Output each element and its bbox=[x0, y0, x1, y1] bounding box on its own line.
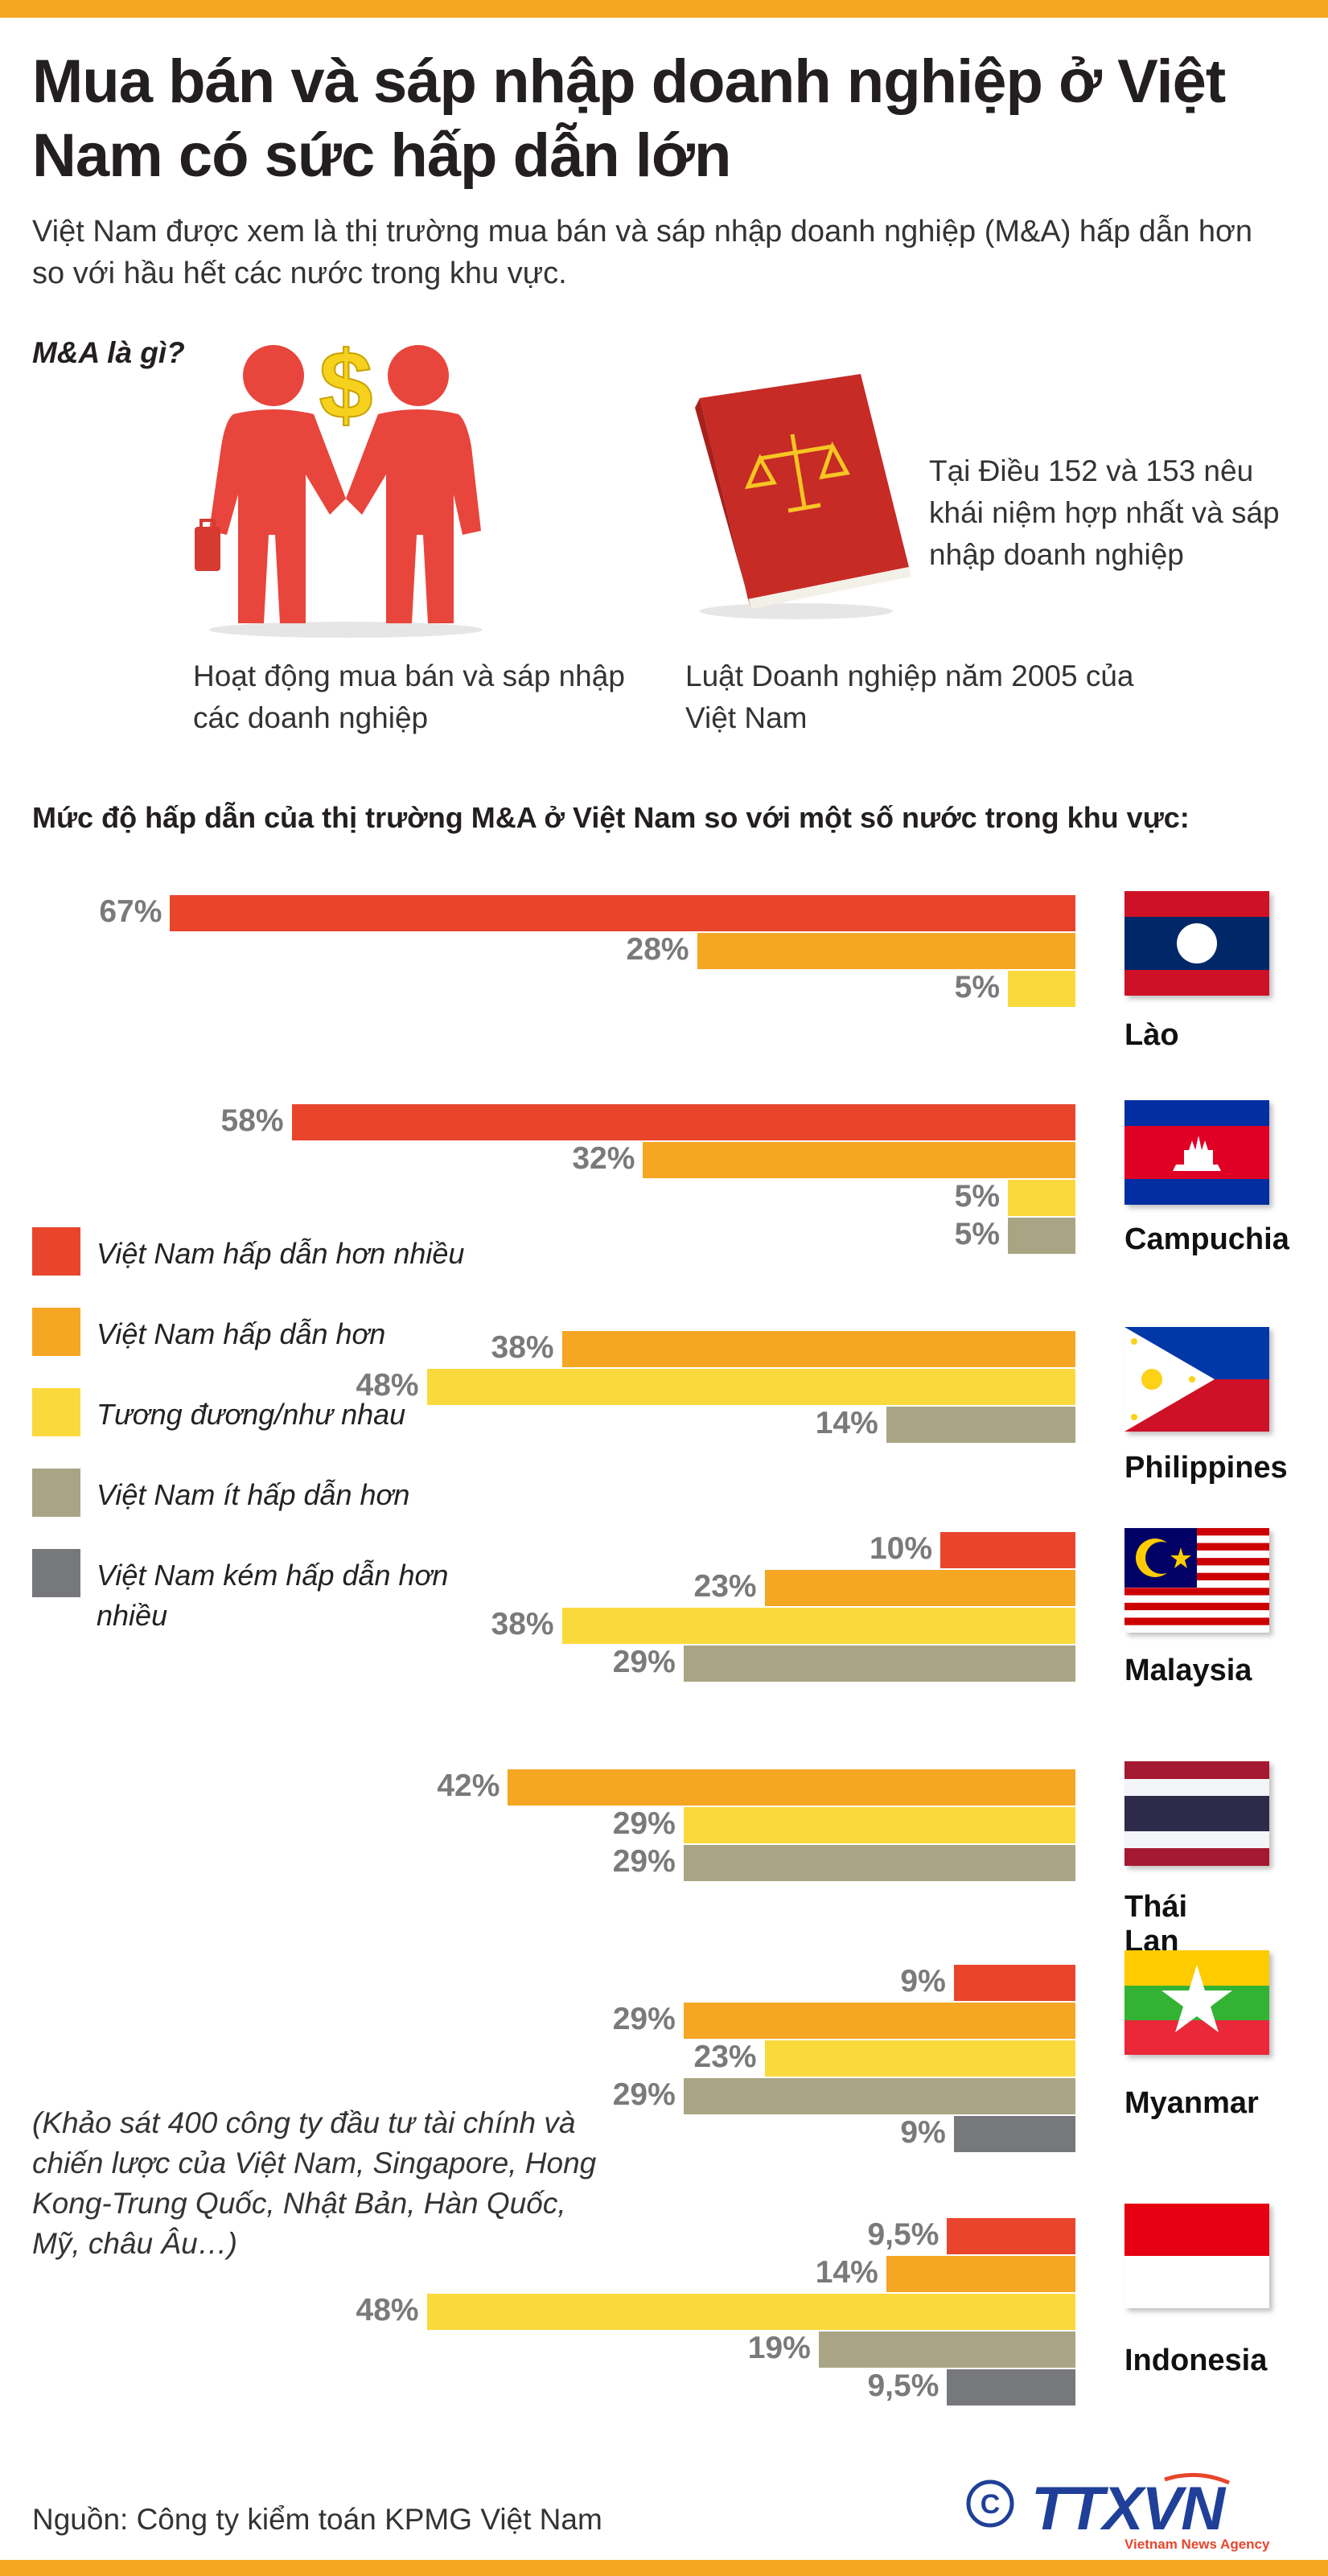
bar-equal bbox=[426, 1369, 1075, 1405]
bar-much_less bbox=[953, 2116, 1075, 2152]
flag-cambodia-icon bbox=[1124, 1100, 1269, 1205]
bar-much_less bbox=[947, 2369, 1075, 2405]
law-caption: Luật Doanh nghiệp năm 2005 của Việt Nam bbox=[685, 659, 1134, 734]
handshake-icon: $ bbox=[195, 334, 483, 638]
bar-value-label: 9% bbox=[900, 1964, 946, 1999]
flag-indonesia-icon bbox=[1124, 2204, 1269, 2308]
bar-value-label: 14% bbox=[815, 1406, 878, 1440]
top-band bbox=[0, 0, 1328, 18]
legend-label: Việt Nam kém hấp dẫn hơn nhiều bbox=[97, 1559, 449, 1632]
bar-value-label: 42% bbox=[437, 1769, 500, 1803]
bar-less bbox=[818, 2332, 1075, 2368]
bar-less bbox=[886, 1407, 1075, 1443]
bar-equal bbox=[426, 2294, 1075, 2330]
bar-much_more bbox=[291, 1104, 1075, 1140]
bar-less bbox=[683, 2078, 1075, 2114]
bar-much_more bbox=[953, 1965, 1075, 2001]
intro-text: Việt Nam được xem là thị trường mua bán … bbox=[32, 215, 1253, 290]
bar-value-label: 10% bbox=[869, 1531, 932, 1566]
country-label: Thái Lan bbox=[1124, 1890, 1188, 1958]
svg-text:TTXVN: TTXVN bbox=[1031, 2475, 1227, 2543]
ma-definition: Hoạt động mua bán và sáp nhập các doanh … bbox=[193, 659, 625, 734]
bar-more bbox=[683, 2003, 1075, 2039]
bar-value-label: 29% bbox=[612, 2077, 676, 2112]
bar-value-label: 5% bbox=[954, 970, 1000, 1005]
legend-swatch bbox=[32, 1469, 80, 1517]
svg-text:$: $ bbox=[319, 334, 373, 439]
bar-more bbox=[764, 1570, 1075, 1606]
ttxvn-logo: C TTXVN Vietnam News Agency bbox=[966, 2472, 1269, 2552]
bar-value-label: 38% bbox=[491, 1607, 554, 1641]
legend-swatch bbox=[32, 1227, 80, 1276]
bar-value-label: 9,5% bbox=[867, 2369, 939, 2403]
bar-value-label: 23% bbox=[693, 2040, 757, 2074]
bar-equal bbox=[1008, 1180, 1075, 1216]
svg-text:Vietnam News Agency: Vietnam News Agency bbox=[1124, 2537, 1269, 2552]
bar-equal bbox=[764, 2040, 1075, 2077]
bar-value-label: 9,5% bbox=[867, 2217, 939, 2252]
country-label: Malaysia bbox=[1124, 1654, 1252, 1687]
bar-value-label: 29% bbox=[612, 1806, 676, 1841]
bar-equal bbox=[1008, 971, 1075, 1007]
bar-more bbox=[643, 1142, 1075, 1178]
bar-value-label: 9% bbox=[900, 2115, 946, 2150]
bar-much_more bbox=[170, 895, 1075, 931]
legend-swatch bbox=[32, 1388, 80, 1436]
country-label: Lào bbox=[1124, 1018, 1179, 1052]
bar-value-label: 48% bbox=[356, 2293, 419, 2327]
bar-value-label: 58% bbox=[220, 1103, 284, 1138]
flag-thailand-icon bbox=[1124, 1761, 1269, 1866]
legend-swatch bbox=[32, 1308, 80, 1356]
bar-much_more bbox=[947, 2218, 1075, 2254]
bar-value-label: 29% bbox=[612, 2002, 676, 2036]
bar-value-label: 29% bbox=[612, 1844, 676, 1879]
bar-value-label: 48% bbox=[356, 1368, 419, 1403]
chart-subtitle: Mức độ hấp dẫn của thị trường M&A ở Việt… bbox=[32, 801, 1190, 834]
bar-value-label: 23% bbox=[693, 1569, 757, 1604]
bar-value-label: 29% bbox=[612, 1645, 676, 1679]
bar-value-label: 67% bbox=[99, 894, 162, 929]
survey-note: (Khảo sát 400 công ty đầu tư tài chính v… bbox=[32, 2106, 597, 2260]
bar-value-label: 5% bbox=[954, 1217, 1000, 1251]
country-label: Philippines bbox=[1124, 1451, 1288, 1485]
bar-less bbox=[683, 1845, 1075, 1881]
bar-value-label: 28% bbox=[626, 932, 689, 967]
bar-more bbox=[697, 933, 1075, 969]
bar-value-label: 32% bbox=[572, 1141, 635, 1176]
country-label: Campuchia bbox=[1124, 1222, 1289, 1256]
source-text: Nguồn: Công ty kiểm toán KPMG Việt Nam bbox=[32, 2503, 602, 2536]
flag-philippines-icon bbox=[1124, 1327, 1269, 1432]
bar-value-label: 38% bbox=[491, 1330, 554, 1365]
bar-more bbox=[886, 2256, 1075, 2292]
country-label: Indonesia bbox=[1124, 2344, 1268, 2377]
page-title: Mua bán và sáp nhập doanh nghiệp ở Việt … bbox=[32, 47, 1226, 190]
flag-malaysia-icon bbox=[1124, 1528, 1269, 1633]
svg-text:C: C bbox=[981, 2489, 1001, 2520]
bar-much_more bbox=[940, 1532, 1075, 1568]
bar-equal bbox=[683, 1807, 1075, 1843]
legend-label: Việt Nam hấp dẫn hơn bbox=[97, 1317, 386, 1350]
bar-less bbox=[683, 1645, 1075, 1682]
legend-label: Việt Nam ít hấp dẫn hơn bbox=[97, 1478, 410, 1511]
flag-myanmar-icon bbox=[1124, 1950, 1269, 2055]
legend-swatch bbox=[32, 1549, 80, 1597]
bar-more bbox=[561, 1331, 1075, 1367]
bar-equal bbox=[561, 1608, 1075, 1644]
country-label: Myanmar bbox=[1124, 2086, 1259, 2120]
bottom-band bbox=[0, 2560, 1328, 2576]
flag-laos-icon bbox=[1124, 891, 1269, 996]
bar-value-label: 14% bbox=[815, 2255, 878, 2290]
bar-less bbox=[1008, 1218, 1075, 1254]
law-book-icon bbox=[695, 374, 911, 619]
bar-more bbox=[508, 1769, 1075, 1806]
ma-question: M&A là gì? bbox=[32, 336, 185, 369]
bar-value-label: 19% bbox=[747, 2331, 811, 2365]
legend-label: Tương đương/như nhau bbox=[97, 1398, 406, 1431]
legend-label: Việt Nam hấp dẫn hơn nhiều bbox=[97, 1237, 465, 1270]
law-note: Tại Điều 152 và 153 nêu khái niệm hợp nh… bbox=[929, 454, 1280, 571]
bar-value-label: 5% bbox=[954, 1179, 1000, 1214]
